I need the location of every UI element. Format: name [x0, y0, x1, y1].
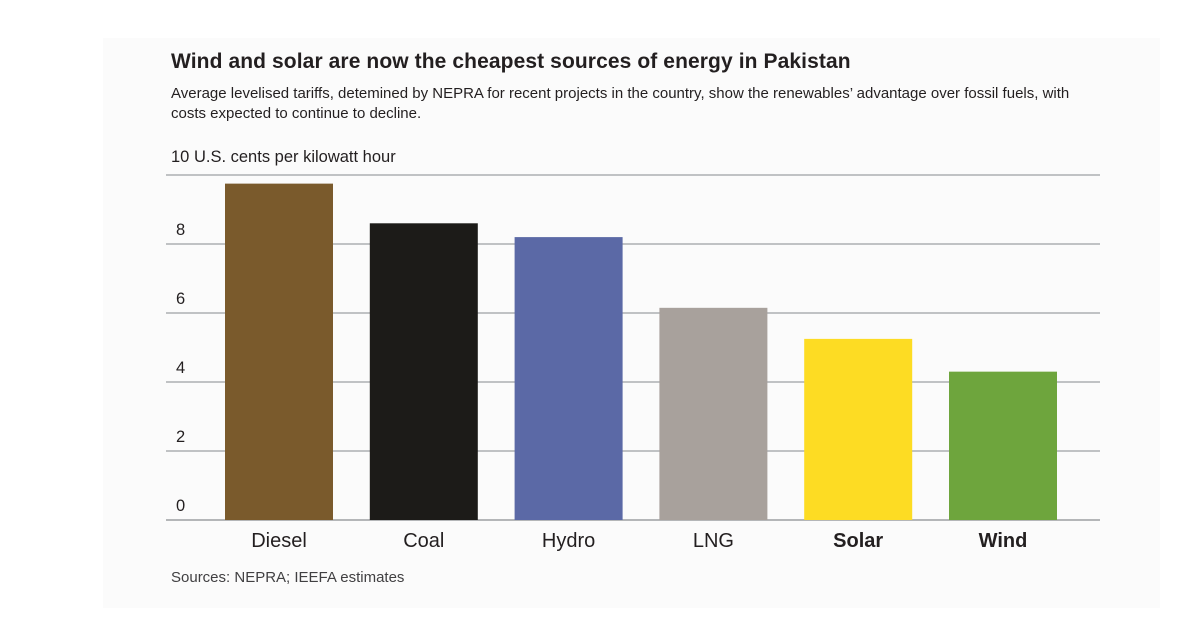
- bars: [225, 183, 1057, 521]
- y-tick-label-2: 2: [176, 428, 185, 446]
- bar-lng: [659, 307, 768, 520]
- x-axis-labels: Diesel Coal Hydro LNG Solar Wind: [251, 530, 1027, 552]
- bar-wind: [949, 371, 1057, 520]
- y-axis-unit-label: 10 U.S. cents per kilowatt hour: [171, 148, 396, 167]
- y-tick-label-8: 8: [176, 221, 185, 239]
- bar-solar: [804, 338, 913, 520]
- x-label-wind: Wind: [979, 530, 1028, 552]
- x-label-solar: Solar: [833, 530, 883, 552]
- y-tick-label-0: 0: [176, 497, 185, 515]
- x-label-lng: LNG: [693, 530, 734, 552]
- source-note: Sources: NEPRA; IEEFA estimates: [171, 569, 405, 586]
- x-label-diesel: Diesel: [251, 530, 307, 552]
- chart-subtitle: Average levelised tariffs, detemined by …: [171, 85, 1070, 122]
- y-tick-label-4: 4: [176, 359, 185, 377]
- y-axis-label: U.S. cents per kilowatt hour: [193, 148, 396, 166]
- bar-diesel: [225, 183, 333, 520]
- chart-title: Wind and solar are now the cheapest sour…: [171, 50, 851, 73]
- x-label-coal: Coal: [403, 530, 444, 552]
- x-label-hydro: Hydro: [542, 530, 595, 552]
- y-axis-ticks: 0 2 4 6 8: [176, 221, 185, 515]
- y-tick-label-6: 6: [176, 290, 185, 308]
- bar-hydro: [514, 237, 623, 520]
- bar-coal: [369, 223, 478, 521]
- y-tick-label-10: 10: [171, 148, 190, 166]
